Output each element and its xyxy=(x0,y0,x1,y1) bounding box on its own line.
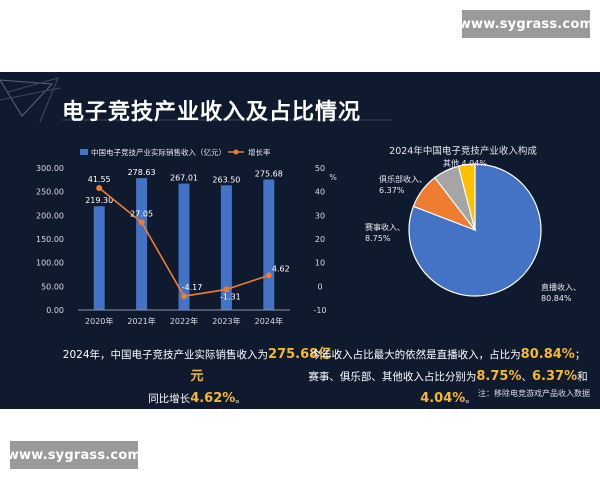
bar-value-label: 219.30 xyxy=(85,196,113,205)
line-point xyxy=(265,272,272,279)
legend-label-line: 增长率 xyxy=(248,147,271,157)
pie-labels: 直播收入、 80.84% 赛事收入、 8.75% 俱乐部收入、 6.37% 其他 4.04% xyxy=(365,158,581,303)
pie-slice xyxy=(457,163,476,231)
x-tick-label: 2020年 xyxy=(85,316,113,326)
legend-swatch-bar xyxy=(80,149,88,155)
caption-text: 。 xyxy=(235,393,246,405)
caption-text: 。 xyxy=(465,393,476,405)
pie-title: 2024年中国电子竞技产业收入构成 xyxy=(389,145,537,157)
y-right-tick-label: 0 xyxy=(317,282,322,291)
revenue-composition-pie: 2024年中国电子竞技产业收入构成 直播收入、 80.84% 赛事收入、 8.75% 俱… xyxy=(365,145,581,303)
bar-value-label: 278.63 xyxy=(128,168,156,177)
x-tick-label: 2023年 xyxy=(212,316,240,326)
line-point xyxy=(181,293,187,300)
caption-text: 同比增长 xyxy=(148,393,191,405)
caption-left-line1: 2024年，中国电子竞技产业实际销售收入为275.68亿元 xyxy=(62,344,332,388)
x-tick-label: 2021年 xyxy=(127,316,155,326)
y-axis-right: -10 0 10 20 30 40 50% xyxy=(313,164,337,315)
caption-left: 2024年，中国电子竞技产业实际销售收入为275.68亿元 同比增长4.62%。 xyxy=(62,344,332,409)
caption-text: 2024年，中国电子竞技产业实际销售收入为 xyxy=(62,349,269,361)
pie-slices xyxy=(408,163,542,297)
y-right-tick-label: -10 xyxy=(313,306,326,315)
pie-label-name: 俱乐部收入、 xyxy=(379,174,427,184)
caption-text: 赛事、俱乐部、其他收入占比分别为 xyxy=(308,371,477,383)
bar-value-labels: 219.30 278.63 267.01 263.50 275.68 xyxy=(85,168,283,205)
caption-highlight: 4.62% xyxy=(190,391,236,406)
pie-label-value: 8.75% xyxy=(365,234,391,243)
y-right-tick-label: 40 xyxy=(315,188,325,197)
infographic-panel: 电子竞技产业收入及占比情况 中国电子竞技产业实际销售收入（亿元） 增长率 0.00… xyxy=(0,72,600,409)
pie-label-name: 赛事收入、 xyxy=(365,222,405,232)
x-tick-label: 2022年 xyxy=(170,316,198,326)
pie-label-name: 直播收入、 xyxy=(541,282,581,292)
caption-highlight: 4.04% xyxy=(420,391,466,406)
line-value-label: 4.62 xyxy=(272,264,290,273)
legend-label-bar: 中国电子竞技产业实际销售收入（亿元） xyxy=(91,147,226,157)
caption-right-line2: 赛事、俱乐部、其他收入占比分别为8.75%、6.37%和 4.04%。 xyxy=(308,366,588,409)
line-point xyxy=(96,184,103,191)
line-point xyxy=(138,219,145,226)
y-left-tick-label: 0.00 xyxy=(46,306,64,315)
bar xyxy=(93,206,105,310)
y-right-tick-label: 30 xyxy=(315,211,325,220)
y-left-tick-label: 300.00 xyxy=(36,164,64,173)
source-note: 注：移除电竞游戏产品收入数据 xyxy=(478,389,590,398)
y-left-tick-label: 50.00 xyxy=(41,282,64,291)
y-left-tick-label: 250.00 xyxy=(36,188,64,197)
line-value-label: -4.17 xyxy=(182,283,203,292)
caption-text: ； xyxy=(574,349,586,361)
y-right-tick-label: 10 xyxy=(315,259,325,268)
caption-right-line1: 今年收入占比最大的依然是直播收入，占比为80.84%； xyxy=(308,344,588,366)
caption-highlight: 275.68亿元 xyxy=(190,347,332,384)
line-value-label: 27.05 xyxy=(130,209,153,218)
bar xyxy=(178,183,190,310)
pie-label-value: 6.37% xyxy=(379,186,405,195)
y-right-unit: % xyxy=(329,173,337,182)
bar xyxy=(220,185,232,310)
y-axis-left: 0.00 50.00 100.00 150.00 200.00 250.00 300.00 xyxy=(36,164,64,315)
caption-left-line2: 同比增长4.62%。 xyxy=(62,388,332,409)
y-right-tick-label: 20 xyxy=(315,235,325,244)
revenue-growth-chart: 中国电子竞技产业实际销售收入（亿元） 增长率 0.00 50.00 100.00 150… xyxy=(36,147,337,326)
caption-text: 和 xyxy=(577,371,588,383)
caption-highlight: 6.37% xyxy=(532,369,578,384)
watermark-bottom: www.sygrass.com xyxy=(7,441,141,469)
x-tick-label: 2024年 xyxy=(255,316,283,326)
y-left-tick-label: 200.00 xyxy=(36,211,64,220)
legend-marker-line xyxy=(233,149,239,155)
chart-legend: 中国电子竞技产业实际销售收入（亿元） 增长率 xyxy=(80,147,271,157)
growth-line-series: 41.55 27.05 -4.17 -1.31 4.62 xyxy=(88,175,290,301)
y-left-tick-label: 150.00 xyxy=(36,235,64,244)
line-value-label: 41.55 xyxy=(88,175,111,184)
line-point xyxy=(223,286,230,293)
caption-text: 今年收入占比最大的依然是直播收入，占比为 xyxy=(310,349,521,361)
bar-series xyxy=(93,178,275,310)
pie-label-value: 80.84% xyxy=(541,294,572,303)
x-axis: 2020年 2021年 2022年 2023年 2024年 xyxy=(78,309,290,326)
bar xyxy=(263,179,275,310)
caption-highlight: 80.84% xyxy=(520,347,575,362)
bar-value-label: 267.01 xyxy=(170,174,198,183)
pie-label: 其他 4.04% xyxy=(443,158,487,168)
caption-text: 、 xyxy=(521,371,533,383)
watermark-top: www.sygrass.com xyxy=(459,10,593,38)
caption-right: 今年收入占比最大的依然是直播收入，占比为80.84%； 赛事、俱乐部、其他收入占… xyxy=(308,344,588,409)
caption-highlight: 8.75% xyxy=(476,369,522,384)
decorative-lines xyxy=(0,77,392,123)
bar-value-label: 275.68 xyxy=(255,170,283,179)
bar xyxy=(136,178,148,310)
bar-value-label: 263.50 xyxy=(212,175,240,184)
y-left-tick-label: 100.00 xyxy=(36,259,64,268)
page-title: 电子竞技产业收入及占比情况 xyxy=(62,100,362,125)
line-value-label: -1.31 xyxy=(220,292,241,301)
y-right-tick-label: 50 xyxy=(315,164,325,173)
